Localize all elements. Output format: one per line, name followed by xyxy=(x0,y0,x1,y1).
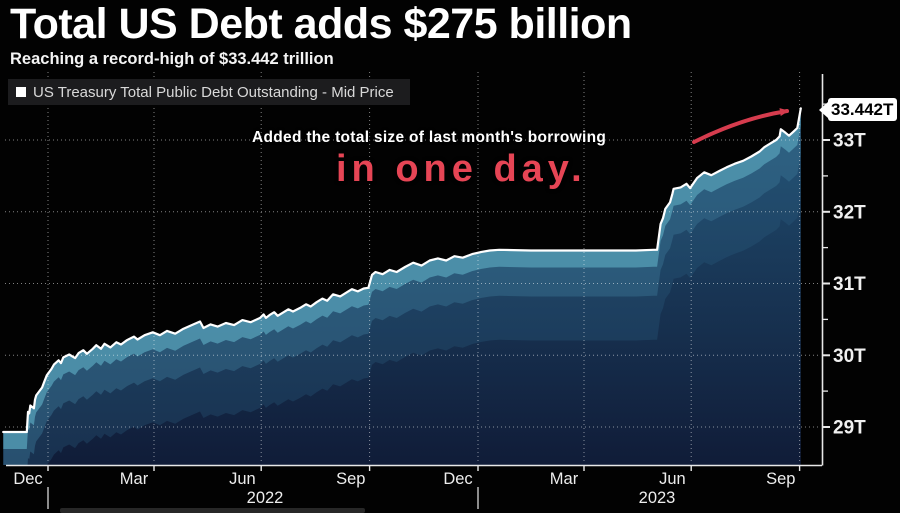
y-axis-ticks xyxy=(822,103,830,428)
x-axis-year-label: 2022 xyxy=(247,489,284,507)
y-axis-tick-label: 30T xyxy=(833,346,866,367)
y-axis-labels: 29T 30T 31T 32T 33T xyxy=(833,131,866,439)
x-axis-month-label: Dec xyxy=(443,470,472,488)
annotation-in-one-day: in one day. xyxy=(336,148,587,190)
trend-arrow xyxy=(692,108,789,144)
x-axis-month-label: Mar xyxy=(550,470,579,488)
gridlines xyxy=(5,72,821,464)
area-series xyxy=(3,108,801,466)
x-axis-month-label: Dec xyxy=(13,470,42,488)
x-axis-month-label: Sep xyxy=(766,470,795,488)
x-axis-month-label: Jun xyxy=(229,470,256,488)
area-glow-band xyxy=(3,108,801,466)
page-title: Total US Debt adds $275 billion xyxy=(10,0,632,48)
x-axis-labels: Dec Mar Jun Sep Dec Mar Jun Sep 2022 2023 xyxy=(13,470,795,507)
y-axis-tick-label: 33T xyxy=(833,131,866,152)
x-axis-month-label: Jun xyxy=(659,470,686,488)
last-price-callout: 33.442T xyxy=(818,98,898,121)
video-progress-bar xyxy=(60,508,365,513)
price-line xyxy=(2,107,802,434)
area-glow-band xyxy=(3,108,801,450)
legend: US Treasury Total Public Debt Outstandin… xyxy=(8,79,410,105)
y-axis-tick-label: 31T xyxy=(833,274,866,295)
x-axis-month-label: Sep xyxy=(336,470,365,488)
page-subtitle: Reaching a record-high of $33.442 trilli… xyxy=(10,50,334,68)
area-glow-band xyxy=(3,108,801,466)
legend-label: US Treasury Total Public Debt Outstandin… xyxy=(33,83,394,101)
y-axis-tick-label: 32T xyxy=(833,202,866,223)
series-marker-icon xyxy=(16,87,26,97)
x-axis-month-label: Mar xyxy=(120,470,149,488)
x-axis-year-label: 2023 xyxy=(639,489,676,507)
y-axis-tick-label: 29T xyxy=(833,418,866,439)
annotation-borrowing: Added the total size of last month's bor… xyxy=(252,129,607,146)
x-axis-ticks xyxy=(47,466,801,509)
